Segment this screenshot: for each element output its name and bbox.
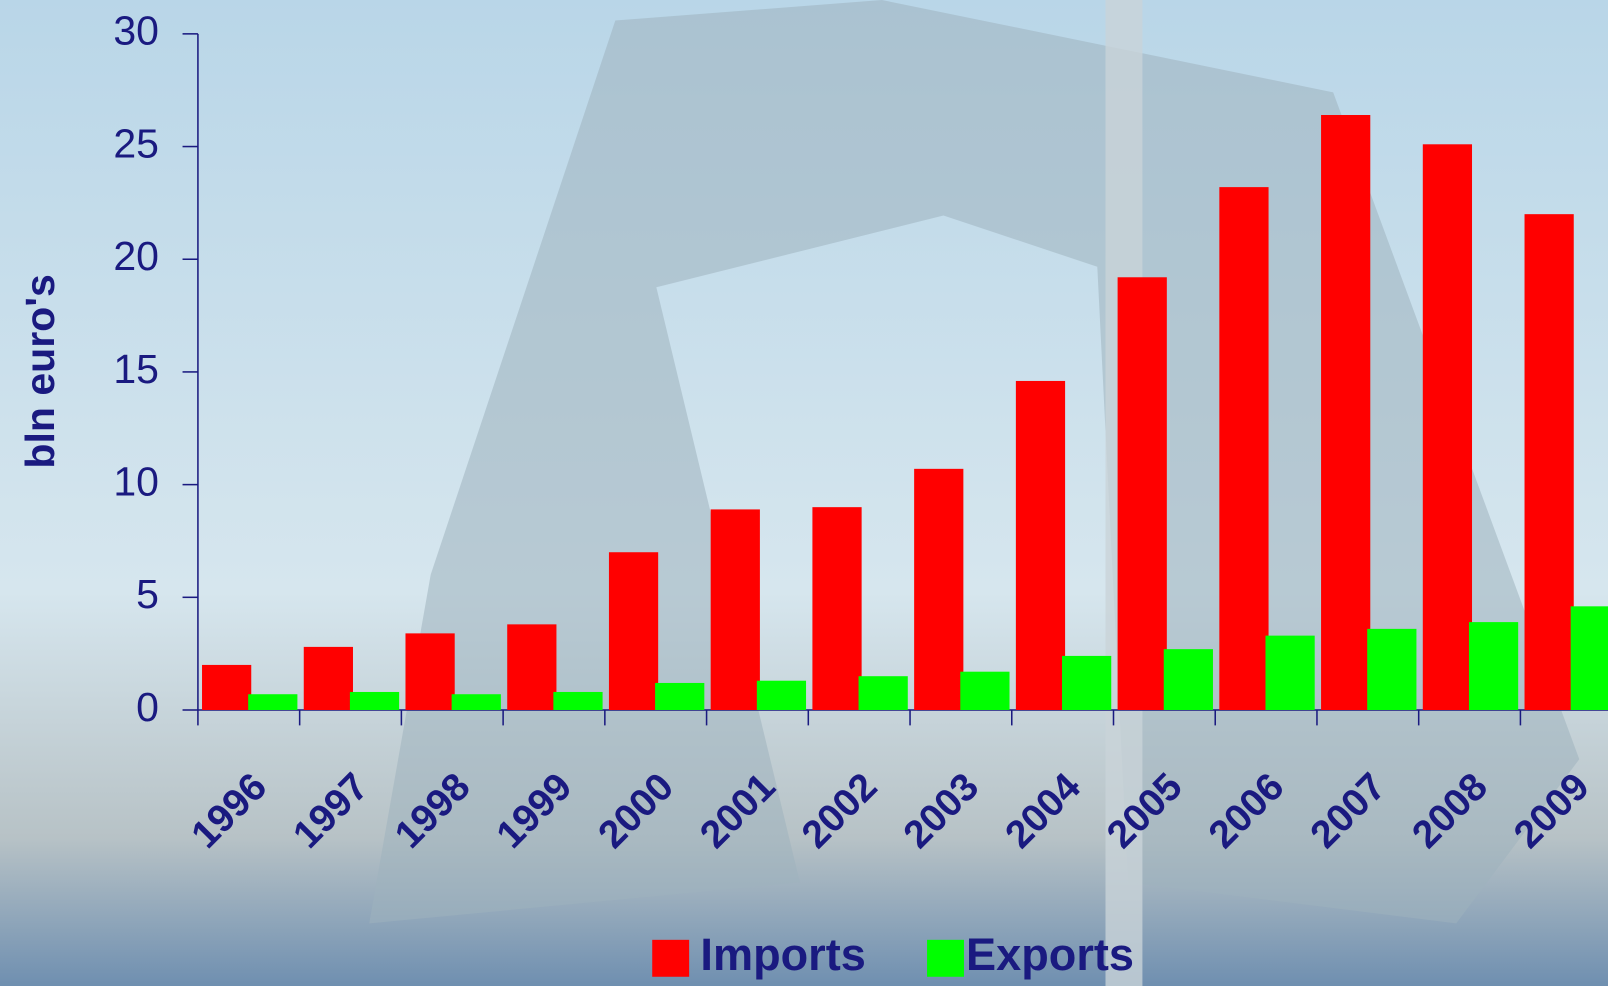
y-tick-label: 10 bbox=[113, 458, 159, 504]
y-tick-label: 5 bbox=[136, 571, 159, 617]
bar bbox=[1367, 628, 1417, 711]
bar bbox=[349, 691, 400, 711]
bar bbox=[202, 664, 252, 711]
bar bbox=[1015, 380, 1066, 711]
bar bbox=[812, 507, 862, 711]
y-tick-label: 0 bbox=[136, 684, 159, 730]
legend-swatch bbox=[652, 939, 690, 977]
bar bbox=[914, 468, 964, 711]
bar bbox=[655, 682, 705, 711]
bar bbox=[1321, 114, 1371, 711]
legend-label: Exports bbox=[966, 929, 1134, 980]
bar bbox=[451, 694, 501, 711]
bar bbox=[248, 694, 298, 711]
bar bbox=[1117, 277, 1167, 711]
y-axis-label: bln euro's bbox=[17, 274, 63, 468]
bar bbox=[303, 646, 353, 711]
y-tick-label: 30 bbox=[113, 8, 159, 54]
legend-label: Imports bbox=[700, 929, 865, 980]
y-tick-label: 15 bbox=[113, 346, 159, 392]
bar bbox=[960, 671, 1010, 711]
legend-swatch bbox=[927, 939, 964, 977]
bar bbox=[1219, 187, 1269, 711]
bar bbox=[756, 680, 807, 711]
bar bbox=[710, 509, 760, 711]
bar bbox=[1163, 649, 1213, 711]
bar bbox=[405, 633, 455, 711]
bar bbox=[507, 624, 557, 711]
bar bbox=[608, 552, 659, 711]
bar bbox=[1524, 214, 1574, 711]
y-tick-label: 20 bbox=[113, 233, 159, 279]
bar bbox=[1468, 622, 1519, 711]
bar bbox=[553, 691, 603, 711]
bar bbox=[1265, 635, 1315, 711]
bar bbox=[1422, 144, 1473, 711]
bar bbox=[1062, 655, 1112, 711]
y-tick-label: 25 bbox=[113, 120, 159, 166]
bar bbox=[858, 676, 908, 711]
bar bbox=[1570, 606, 1608, 711]
